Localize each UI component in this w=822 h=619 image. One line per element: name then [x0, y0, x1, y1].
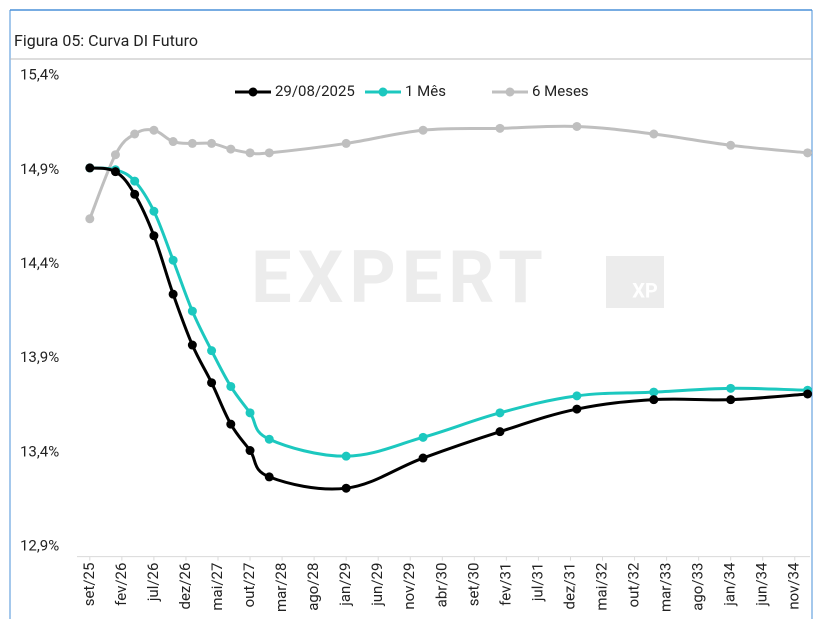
x-tick-label: jun/34	[753, 562, 771, 607]
point	[495, 123, 505, 133]
point	[149, 125, 159, 135]
point	[226, 144, 236, 154]
x-tick-label: dez/31	[560, 563, 578, 610]
x-tick-label: mai/27	[208, 563, 226, 611]
point	[649, 395, 659, 405]
point	[649, 129, 659, 139]
x-tick-label: jul/26	[144, 563, 162, 603]
x-tick-label: set/30	[464, 563, 482, 607]
series-line	[88, 124, 808, 220]
point	[130, 176, 140, 186]
point	[85, 163, 95, 173]
point	[168, 255, 178, 265]
legend-label: 6 Meses	[532, 82, 589, 100]
point	[207, 138, 217, 148]
point	[264, 148, 274, 158]
point	[130, 189, 140, 199]
watermark-xp: XP	[632, 278, 658, 302]
point	[264, 434, 274, 444]
point	[130, 129, 140, 139]
x-tick-label: fev/31	[496, 563, 514, 606]
x-tick-label: ago/28	[304, 563, 322, 611]
point	[418, 125, 428, 135]
point	[187, 138, 197, 148]
y-tick-label: 13,4%	[20, 442, 59, 460]
watermark-box	[606, 256, 664, 308]
point	[149, 206, 159, 216]
point	[149, 231, 159, 241]
x-tick-label: mar/28	[272, 563, 290, 612]
point	[495, 427, 505, 437]
x-tick-label: jan/34	[721, 562, 739, 607]
legend-marker	[505, 87, 515, 97]
legend-label: 29/08/2025	[275, 82, 355, 100]
point	[226, 381, 236, 391]
point	[85, 214, 95, 224]
y-tick-label: 12,9%	[20, 537, 59, 555]
legend-marker	[248, 87, 258, 97]
point	[341, 451, 351, 461]
x-tick-label: fev/26	[112, 563, 130, 606]
x-tick-label: nov/34	[785, 562, 803, 610]
x-tick-label: mar/33	[657, 563, 675, 612]
point	[264, 472, 274, 482]
point	[418, 432, 428, 442]
point	[187, 306, 197, 316]
point	[726, 383, 736, 393]
point	[418, 453, 428, 463]
point	[207, 378, 217, 388]
point	[572, 391, 582, 401]
x-tick-label: nov/29	[400, 563, 418, 610]
series-line	[89, 166, 808, 491]
point	[110, 150, 120, 160]
point	[187, 340, 197, 350]
x-tick-label: jul/31	[528, 563, 546, 603]
x-tick-label: ago/33	[689, 563, 707, 611]
point	[245, 446, 255, 456]
series-line	[89, 166, 808, 458]
point	[245, 408, 255, 418]
point	[341, 138, 351, 148]
point	[245, 148, 255, 158]
point	[726, 140, 736, 150]
watermark: EXPERT	[251, 235, 549, 320]
y-tick-label: 14,4%	[20, 254, 59, 272]
point	[207, 346, 217, 356]
point	[495, 408, 505, 418]
legend-marker	[378, 87, 388, 97]
y-tick-label: 15,4%	[20, 66, 59, 84]
x-tick-label: dez/26	[176, 563, 194, 610]
point	[168, 137, 178, 147]
point	[649, 387, 659, 397]
x-tick-label: out/27	[240, 563, 258, 608]
point	[110, 167, 120, 177]
y-tick-label: 13,9%	[20, 348, 59, 366]
point	[226, 419, 236, 429]
x-tick-label: jan/29	[336, 563, 354, 607]
x-tick-label: jun/29	[368, 563, 386, 607]
x-tick-label: set/25	[80, 563, 98, 607]
point	[572, 121, 582, 131]
point	[572, 404, 582, 414]
y-tick-label: 14,9%	[20, 160, 59, 178]
chart-title: Figura 05: Curva DI Futuro	[14, 31, 198, 50]
x-tick-label: out/32	[625, 563, 643, 608]
point	[726, 395, 736, 405]
x-tick-label: abr/30	[432, 563, 450, 608]
x-tick-label: mai/32	[592, 563, 610, 611]
legend-label: 1 Mês	[405, 82, 446, 100]
point	[341, 483, 351, 493]
point	[803, 148, 813, 158]
point	[803, 389, 813, 399]
point	[168, 289, 178, 299]
